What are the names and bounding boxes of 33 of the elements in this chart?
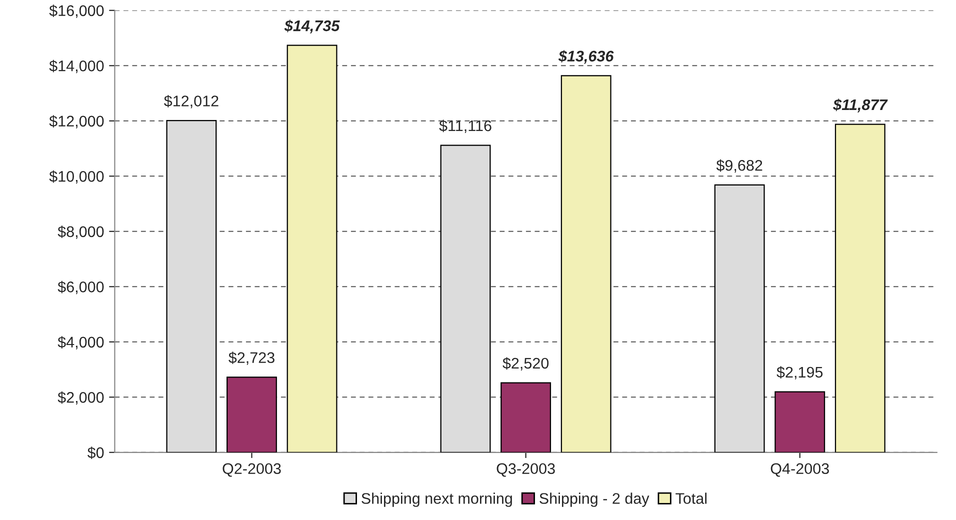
- bar: [440, 144, 491, 452]
- legend-label: Shipping - 2 day: [540, 492, 650, 507]
- data-label: $11,877: [833, 98, 888, 112]
- data-label: $9,682: [716, 159, 762, 173]
- legend-label: Total: [676, 492, 706, 504]
- y-tick-label: $16,000: [49, 4, 104, 18]
- bar: [834, 124, 886, 452]
- bar: [774, 391, 826, 452]
- bar: [500, 382, 552, 452]
- x-tick-label: Q3-2003: [496, 463, 555, 477]
- y-tick-label: $12,000: [49, 115, 104, 128]
- data-label: $2,520: [502, 357, 549, 370]
- bar: [714, 184, 765, 452]
- bar: [166, 120, 217, 452]
- bar: [286, 44, 338, 452]
- x-tick-label: Q4-2003: [770, 463, 829, 477]
- y-tick-label: $6,000: [58, 280, 104, 294]
- data-label: $13,636: [558, 50, 614, 64]
- legend-label: Shipping next morning: [362, 492, 512, 507]
- data-label: $11,116: [439, 120, 492, 133]
- y-tick-label: $0: [87, 446, 104, 459]
- bar: [560, 75, 612, 452]
- data-label: $12,012: [164, 94, 218, 108]
- y-tick-label: $4,000: [58, 336, 104, 350]
- y-tick-label: $2,000: [58, 391, 104, 405]
- data-label: $2,195: [776, 366, 823, 380]
- data-label: $2,723: [228, 352, 274, 365]
- y-tick-label: $14,000: [49, 60, 104, 74]
- y-tick-label: $8,000: [58, 226, 104, 239]
- data-label: $14,735: [284, 20, 340, 34]
- y-tick-label: $10,000: [49, 170, 104, 184]
- bar: [226, 376, 277, 452]
- x-tick-label: Q2-2003: [222, 463, 281, 477]
